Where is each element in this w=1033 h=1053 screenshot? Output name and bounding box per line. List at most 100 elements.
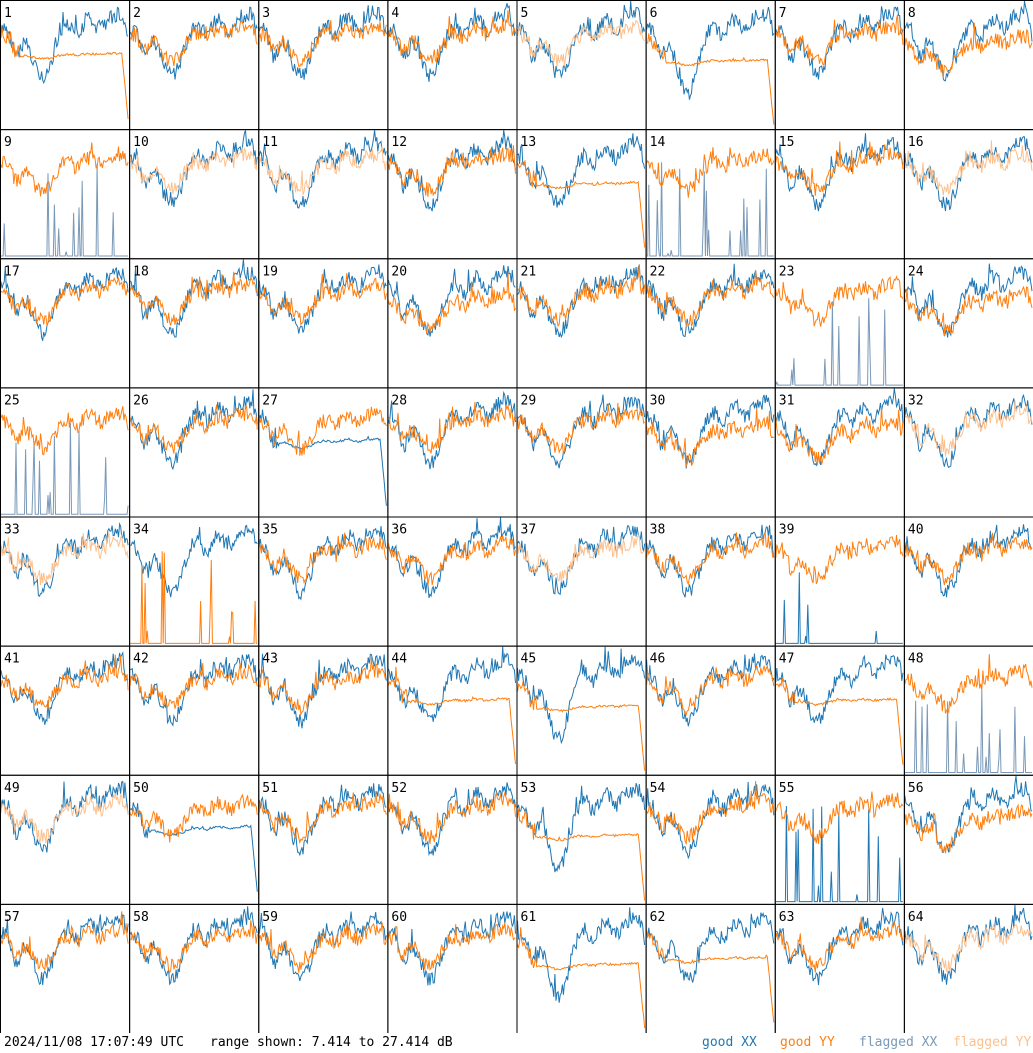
panel-44: 44 — [387, 645, 518, 776]
panel-label-24: 24 — [908, 264, 924, 279]
panel-label-31: 31 — [779, 393, 795, 408]
panel-7: 7 — [774, 0, 905, 131]
panel-label-28: 28 — [391, 393, 407, 408]
series-yy-8 — [904, 22, 1033, 78]
series-xx-45 — [517, 646, 646, 745]
series-yy-62 — [646, 929, 775, 1023]
panel-label-55: 55 — [779, 781, 795, 796]
panel-border-50 — [129, 774, 260, 905]
series-xx-10 — [129, 129, 258, 208]
series-xx-25 — [1, 422, 129, 515]
series-yy-25 — [0, 406, 129, 456]
panel-label-16: 16 — [908, 135, 924, 150]
panel-label-12: 12 — [391, 135, 407, 150]
panel-label-43: 43 — [262, 652, 278, 667]
panel-label-40: 40 — [908, 523, 924, 538]
panel-label-33: 33 — [4, 523, 20, 538]
series-yy-7 — [775, 14, 904, 66]
panel-55: 55 — [774, 774, 905, 905]
panel-18: 18 — [129, 258, 260, 389]
panel-54: 54 — [645, 774, 776, 905]
panel-24: 24 — [903, 258, 1033, 389]
series-xx-55 — [775, 805, 903, 903]
series-xx-34 — [130, 524, 258, 598]
panel-label-4: 4 — [391, 6, 399, 21]
series-xx-22 — [646, 263, 775, 337]
panel-label-27: 27 — [262, 393, 278, 408]
panel-32: 32 — [903, 387, 1033, 518]
series-xx-39 — [775, 572, 903, 644]
series-xx-3 — [258, 5, 387, 80]
panel-label-61: 61 — [521, 910, 537, 925]
series-yy-39 — [775, 535, 904, 584]
series-xx-36 — [387, 517, 516, 599]
panel-border-53 — [516, 774, 647, 905]
series-yy-26 — [129, 404, 258, 454]
panel-28: 28 — [387, 387, 518, 518]
panel-label-14: 14 — [650, 135, 666, 150]
series-yy-20 — [387, 272, 516, 334]
panel-border-17 — [0, 258, 131, 389]
series-xx-26 — [129, 389, 258, 471]
series-yy-3 — [258, 20, 387, 67]
series-yy-53 — [517, 808, 646, 901]
panel-label-23: 23 — [779, 264, 795, 279]
series-yy-12 — [387, 145, 516, 197]
series-yy-55 — [775, 791, 904, 845]
panel-4: 4 — [387, 0, 518, 131]
panel-26: 26 — [129, 387, 260, 518]
series-yy-14 — [646, 147, 775, 198]
panel-43: 43 — [258, 645, 389, 776]
series-xx-32 — [904, 393, 1033, 469]
series-yy-35 — [258, 532, 387, 585]
panel-52: 52 — [387, 774, 518, 905]
panel-19: 19 — [258, 258, 389, 389]
panel-15: 15 — [774, 129, 905, 260]
series-yy-64 — [904, 923, 1033, 974]
series-xx-41 — [0, 650, 129, 725]
series-xx-37 — [517, 525, 646, 596]
series-xx-13 — [517, 133, 646, 208]
panel-38: 38 — [645, 516, 776, 647]
panel-56: 56 — [903, 774, 1033, 905]
series-yy-16 — [904, 140, 1033, 196]
series-yy-13 — [517, 160, 646, 248]
series-yy-4 — [387, 10, 516, 64]
legend-good-xx: good XX — [702, 1035, 757, 1050]
timestamp: 2024/11/08 17:07:49 UTC — [4, 1035, 185, 1050]
series-xx-17 — [0, 265, 129, 341]
series-xx-14 — [646, 162, 774, 257]
series-xx-63 — [775, 907, 904, 986]
panel-border-10 — [129, 129, 260, 260]
panel-61: 61 — [516, 903, 647, 1033]
panel-label-44: 44 — [391, 652, 407, 667]
series-yy-29 — [517, 402, 645, 455]
panel-label-38: 38 — [650, 523, 666, 538]
panel-label-35: 35 — [262, 523, 278, 538]
panel-border-35 — [258, 516, 389, 647]
panel-label-30: 30 — [650, 393, 666, 408]
series-xx-6 — [646, 6, 775, 100]
panel-1: 1 — [0, 0, 131, 131]
panel-label-25: 25 — [4, 393, 20, 408]
panel-label-39: 39 — [779, 523, 795, 538]
panel-16: 16 — [903, 129, 1033, 260]
panel-label-49: 49 — [4, 781, 20, 796]
panel-10: 10 — [129, 129, 260, 260]
panel-58: 58 — [129, 903, 260, 1033]
series-xx-31 — [775, 388, 904, 467]
series-yy-50 — [129, 793, 258, 843]
series-yy-47 — [775, 677, 904, 765]
series-yy-60 — [387, 922, 516, 971]
series-xx-59 — [258, 911, 387, 982]
panel-45: 45 — [516, 645, 647, 776]
series-yy-32 — [904, 400, 1033, 457]
series-yy-54 — [646, 780, 775, 846]
panel-border-25 — [0, 387, 131, 518]
panel-59: 59 — [258, 903, 389, 1033]
series-yy-41 — [0, 654, 129, 710]
series-xx-23 — [775, 298, 903, 386]
panel-20: 20 — [387, 258, 518, 389]
panel-label-58: 58 — [133, 910, 149, 925]
